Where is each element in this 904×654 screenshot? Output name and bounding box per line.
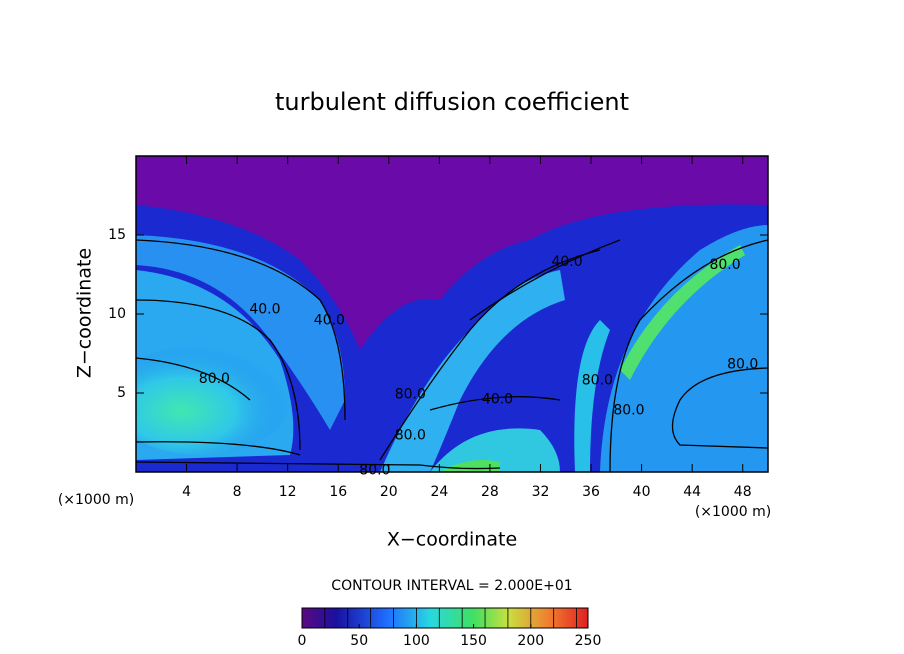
contour-interval-note: CONTOUR INTERVAL = 2.000E+01 bbox=[331, 578, 572, 594]
contour-label: 80.0 bbox=[395, 428, 426, 444]
contour-label: 40.0 bbox=[314, 312, 345, 328]
colorbar-tick-label: 100 bbox=[403, 633, 430, 649]
colorbar-tick-label: 0 bbox=[298, 633, 307, 649]
y-tick-label: 5 bbox=[117, 385, 126, 401]
x-unit-label: (×1000 m) bbox=[58, 492, 134, 508]
x-tick-label: 48 bbox=[734, 484, 752, 500]
colorbar-tick-label: 250 bbox=[575, 633, 602, 649]
contour-label: 80.0 bbox=[613, 402, 644, 418]
y-tick-label: 15 bbox=[108, 227, 126, 243]
x-tick-label: 16 bbox=[329, 484, 347, 500]
field bbox=[136, 156, 768, 472]
contour-label: 40.0 bbox=[249, 301, 280, 317]
contour-label: 80.0 bbox=[582, 372, 613, 388]
x-tick-label: 36 bbox=[582, 484, 600, 500]
x-tick-label: 20 bbox=[380, 484, 398, 500]
x-tick-label: 28 bbox=[481, 484, 499, 500]
contour-label: 80.0 bbox=[709, 257, 740, 273]
contour-label: 80.0 bbox=[199, 371, 230, 387]
x-tick-label: 44 bbox=[683, 484, 701, 500]
x-axis-label: X−coordinate bbox=[387, 529, 517, 551]
chart-title: turbulent diffusion coefficient bbox=[275, 88, 629, 116]
x-tick-label: 24 bbox=[430, 484, 448, 500]
contour-label: 40.0 bbox=[482, 391, 513, 407]
contour-label: 80.0 bbox=[395, 387, 426, 403]
colorbar bbox=[301, 607, 589, 629]
contour-label: 40.0 bbox=[551, 254, 582, 270]
x-tick-label: 32 bbox=[532, 484, 550, 500]
colorbar-tick-label: 200 bbox=[517, 633, 544, 649]
y-tick-label: 10 bbox=[108, 306, 126, 322]
contour-label: 80.0 bbox=[727, 357, 758, 373]
y-axis-label: Z−coordinate bbox=[74, 248, 96, 378]
x-tick-label: 4 bbox=[182, 484, 191, 500]
x-tick-label: 40 bbox=[633, 484, 651, 500]
colorbar-tick-label: 150 bbox=[460, 633, 487, 649]
contour-label: 80.0 bbox=[359, 462, 390, 478]
x-tick-label: 8 bbox=[233, 484, 242, 500]
colorbar-tick-label: 50 bbox=[350, 633, 368, 649]
x-unit-label: (×1000 m) bbox=[695, 504, 771, 520]
x-tick-label: 12 bbox=[279, 484, 297, 500]
